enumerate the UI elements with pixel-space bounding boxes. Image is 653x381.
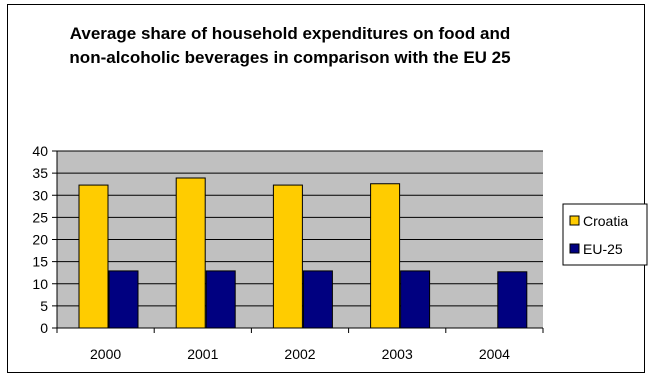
y-tick-label: 15 bbox=[32, 254, 48, 270]
bar-croatia-2002 bbox=[272, 184, 303, 329]
bar-croatia-2000 bbox=[78, 184, 109, 329]
legend: Croatia EU-25 bbox=[562, 203, 648, 266]
x-tick-label: 2004 bbox=[479, 346, 510, 362]
bar-croatia-2003 bbox=[370, 183, 401, 329]
chart-title: Average share of household expenditures … bbox=[69, 24, 511, 67]
legend-label-croatia: Croatia bbox=[583, 213, 628, 229]
x-tick-label: 2001 bbox=[187, 346, 218, 362]
y-tick-label: 5 bbox=[40, 298, 48, 314]
legend-swatch-croatia bbox=[569, 215, 580, 226]
y-tick-label: 30 bbox=[32, 187, 48, 203]
y-tick-label: 35 bbox=[32, 165, 48, 181]
y-tick-label: 40 bbox=[32, 143, 48, 159]
legend-swatch-eu-25 bbox=[569, 243, 580, 254]
bar-eu-25-2003 bbox=[400, 270, 431, 329]
y-tick-label: 10 bbox=[32, 276, 48, 292]
y-tick-label: 0 bbox=[40, 320, 48, 336]
x-tick-label: 2003 bbox=[382, 346, 413, 362]
bar-croatia-2001 bbox=[175, 177, 206, 329]
bar-eu-25-2002 bbox=[302, 270, 333, 329]
x-tick-label: 2002 bbox=[284, 346, 315, 362]
x-tick-label: 2000 bbox=[90, 346, 121, 362]
y-tick-label: 20 bbox=[32, 232, 48, 248]
legend-label-eu-25: EU-25 bbox=[583, 241, 623, 257]
bar-eu-25-2004 bbox=[497, 271, 528, 329]
legend-box bbox=[562, 203, 648, 266]
bar-eu-25-2000 bbox=[108, 270, 139, 329]
y-tick-label: 25 bbox=[32, 209, 48, 225]
bar-eu-25-2001 bbox=[205, 270, 236, 329]
